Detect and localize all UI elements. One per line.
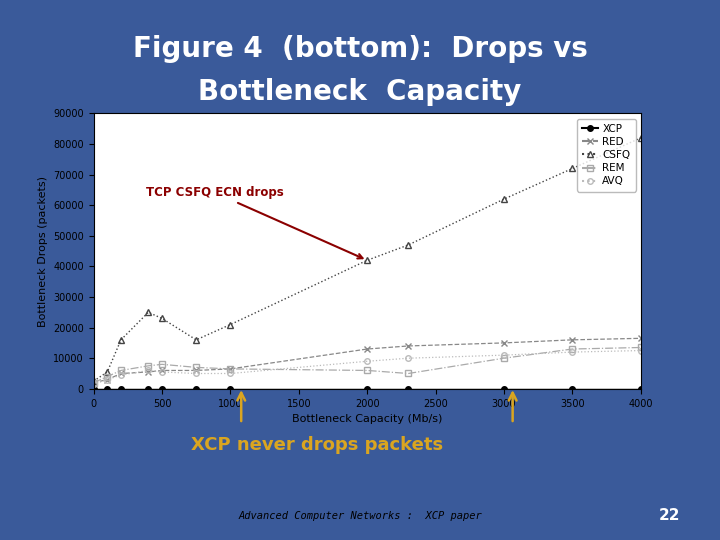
RED xyxy=(144,369,153,375)
XCP xyxy=(103,386,112,392)
XCP xyxy=(500,386,508,392)
REM xyxy=(500,355,508,361)
Y-axis label: Bottleneck Drops (packets): Bottleneck Drops (packets) xyxy=(37,176,48,327)
Line: XCP: XCP xyxy=(91,386,644,391)
AVQ xyxy=(144,367,153,374)
XCP xyxy=(144,386,153,392)
RED xyxy=(117,370,125,377)
AVQ xyxy=(636,347,645,354)
Text: Bottleneck  Capacity: Bottleneck Capacity xyxy=(198,78,522,106)
CSFQ xyxy=(363,257,372,264)
REM xyxy=(636,345,645,351)
AVQ xyxy=(117,372,125,378)
REM xyxy=(192,364,200,370)
AVQ xyxy=(103,376,112,383)
CSFQ xyxy=(568,165,577,172)
XCP xyxy=(117,386,125,392)
CSFQ xyxy=(192,336,200,343)
REM xyxy=(226,366,235,372)
RED xyxy=(89,380,98,386)
CSFQ xyxy=(636,134,645,141)
RED xyxy=(636,335,645,342)
RED xyxy=(404,343,413,349)
CSFQ xyxy=(158,315,166,322)
CSFQ xyxy=(89,378,98,384)
Line: AVQ: AVQ xyxy=(91,348,644,387)
CSFQ xyxy=(404,242,413,248)
AVQ xyxy=(404,355,413,361)
AVQ xyxy=(568,349,577,355)
XCP xyxy=(568,386,577,392)
AVQ xyxy=(158,369,166,375)
REM xyxy=(117,367,125,374)
AVQ xyxy=(226,370,235,377)
X-axis label: Bottleneck Capacity (Mb/s): Bottleneck Capacity (Mb/s) xyxy=(292,414,442,424)
REM xyxy=(89,380,98,386)
Text: Advanced Computer Networks :  XCP paper: Advanced Computer Networks : XCP paper xyxy=(238,511,482,521)
Line: REM: REM xyxy=(91,345,644,386)
Line: RED: RED xyxy=(90,335,644,386)
AVQ xyxy=(500,352,508,359)
REM xyxy=(103,373,112,380)
AVQ xyxy=(363,358,372,365)
AVQ xyxy=(192,370,200,377)
RED xyxy=(568,336,577,343)
XCP xyxy=(89,386,98,392)
RED xyxy=(500,340,508,346)
Legend: XCP, RED, CSFQ, REM, AVQ: XCP, RED, CSFQ, REM, AVQ xyxy=(577,119,636,192)
XCP xyxy=(404,386,413,392)
REM xyxy=(363,367,372,374)
RED xyxy=(363,346,372,352)
Text: TCP CSFQ ECN drops: TCP CSFQ ECN drops xyxy=(145,186,363,259)
CSFQ xyxy=(117,336,125,343)
RED xyxy=(192,367,200,374)
XCP xyxy=(363,386,372,392)
XCP xyxy=(158,386,166,392)
CSFQ xyxy=(144,309,153,315)
AVQ xyxy=(89,381,98,388)
RED xyxy=(103,376,112,383)
REM xyxy=(568,346,577,352)
RED xyxy=(158,367,166,374)
REM xyxy=(404,370,413,377)
Line: CSFQ: CSFQ xyxy=(90,134,644,384)
CSFQ xyxy=(226,321,235,328)
XCP xyxy=(226,386,235,392)
XCP xyxy=(192,386,200,392)
RED xyxy=(226,366,235,372)
Text: Figure 4  (bottom):  Drops vs: Figure 4 (bottom): Drops vs xyxy=(132,35,588,63)
CSFQ xyxy=(500,196,508,202)
REM xyxy=(158,361,166,368)
Text: 22: 22 xyxy=(659,508,680,523)
Text: XCP never drops packets: XCP never drops packets xyxy=(191,436,443,455)
REM xyxy=(144,363,153,369)
CSFQ xyxy=(103,369,112,375)
XCP xyxy=(636,386,645,392)
